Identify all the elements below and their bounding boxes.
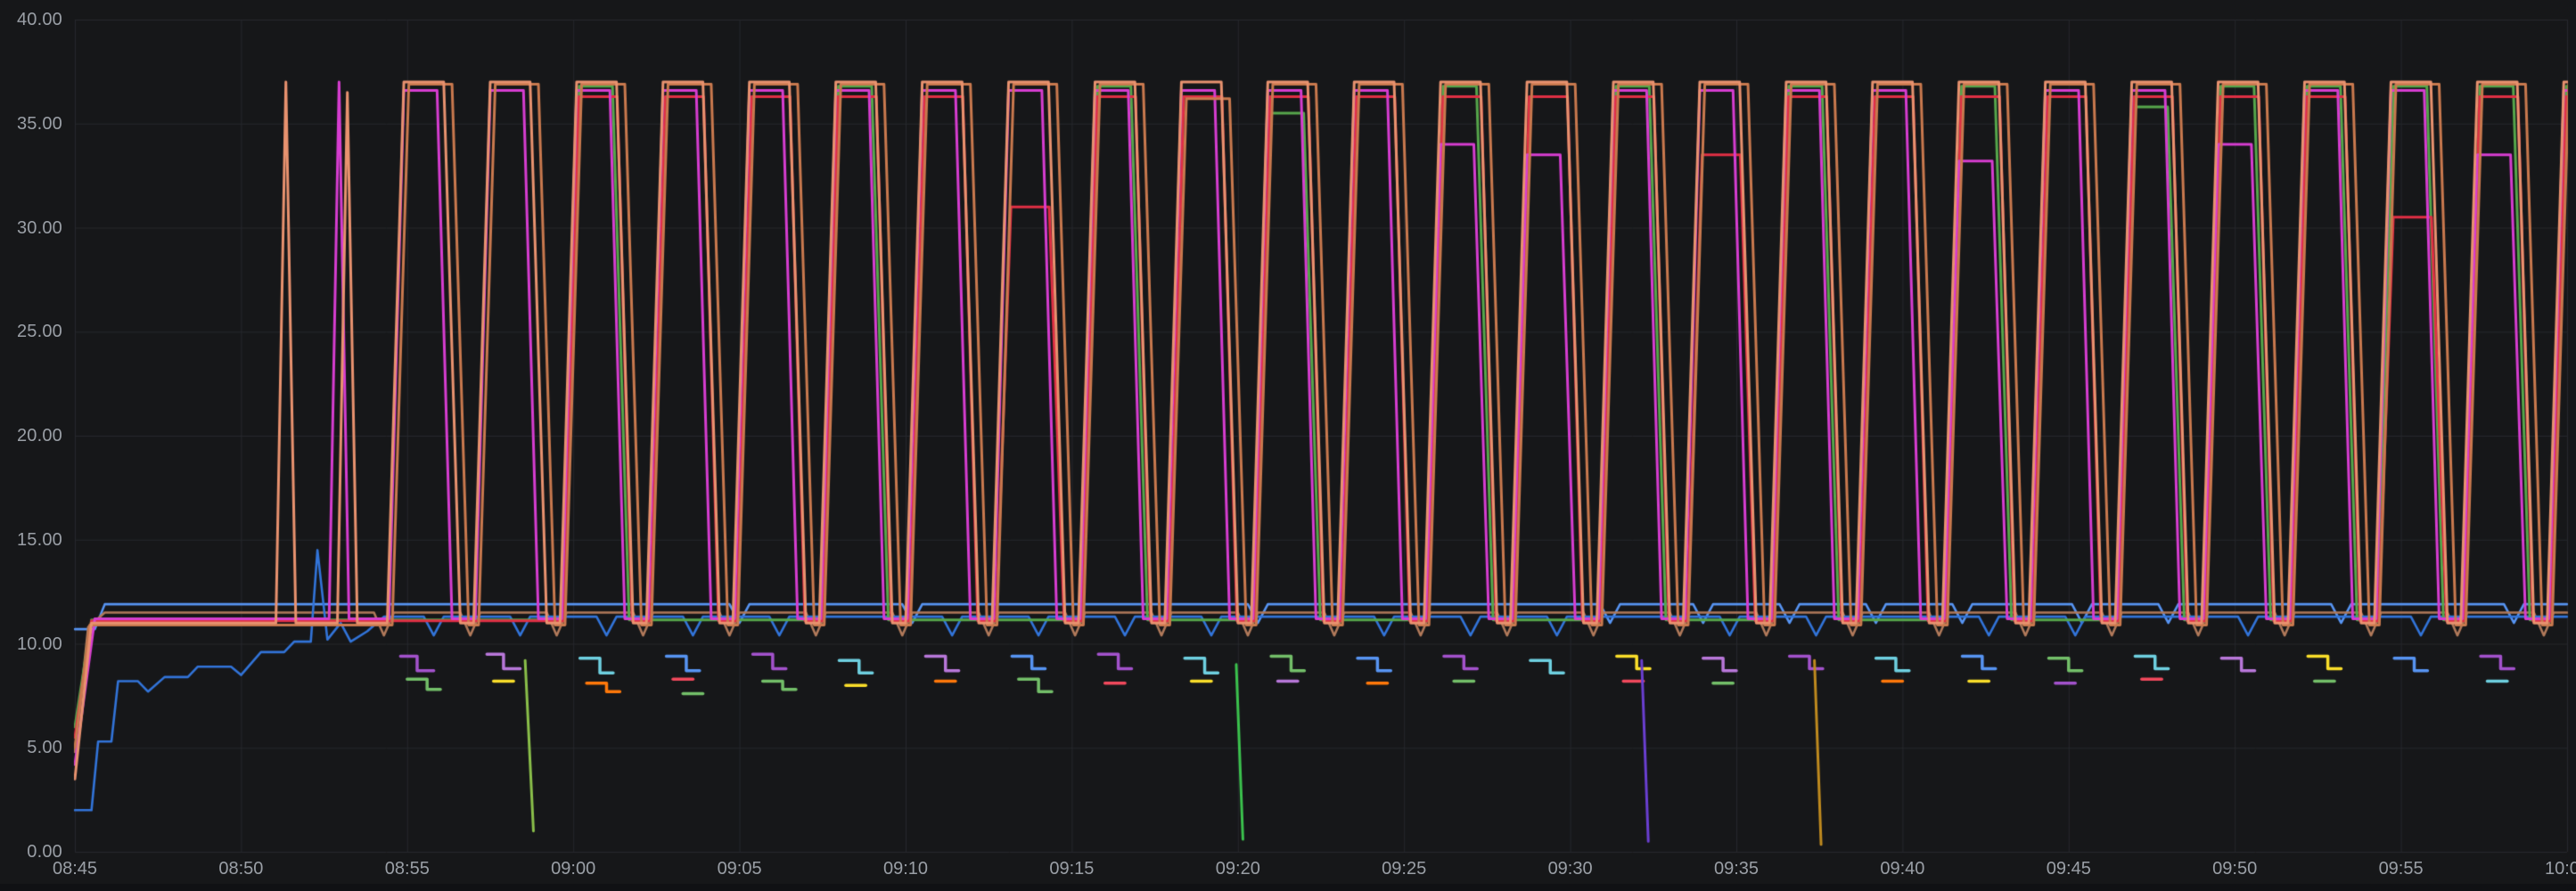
- x-tick-label: 09:55: [2378, 859, 2424, 879]
- x-tick-label: 09:25: [1382, 859, 1427, 879]
- x-tick-label: 10:00: [2544, 859, 2576, 879]
- y-tick-label: 15.00: [16, 529, 62, 550]
- x-tick-label: 09:50: [2212, 859, 2258, 879]
- y-tick-label: 25.00: [16, 322, 62, 342]
- y-tick-label: 30.00: [16, 217, 62, 238]
- y-tick-label: 35.00: [16, 113, 62, 134]
- x-tick-label: 09:05: [717, 859, 762, 879]
- y-tick-label: 5.00: [27, 738, 62, 758]
- y-tick-label: 0.00: [27, 842, 62, 862]
- x-tick-label: 09:20: [1215, 859, 1260, 879]
- x-tick-label: 09:10: [882, 859, 929, 879]
- panel-bottom-edge: [0, 884, 2576, 891]
- x-tick-label: 09:35: [1713, 859, 1760, 879]
- x-tick-label: 09:15: [1049, 859, 1095, 879]
- y-tick-label: 20.00: [16, 426, 62, 446]
- x-tick-label: 09:00: [551, 859, 596, 879]
- x-tick-label: 09:45: [2046, 859, 2091, 879]
- x-tick-label: 08:55: [384, 859, 430, 879]
- x-tick-label: 09:30: [1547, 859, 1593, 879]
- y-tick-label: 40.00: [16, 10, 62, 29]
- x-tick-label: 08:50: [218, 859, 264, 879]
- x-tick-label: 09:40: [1880, 859, 1925, 879]
- y-tick-label: 10.00: [16, 634, 62, 654]
- x-tick-label: 08:45: [52, 859, 98, 879]
